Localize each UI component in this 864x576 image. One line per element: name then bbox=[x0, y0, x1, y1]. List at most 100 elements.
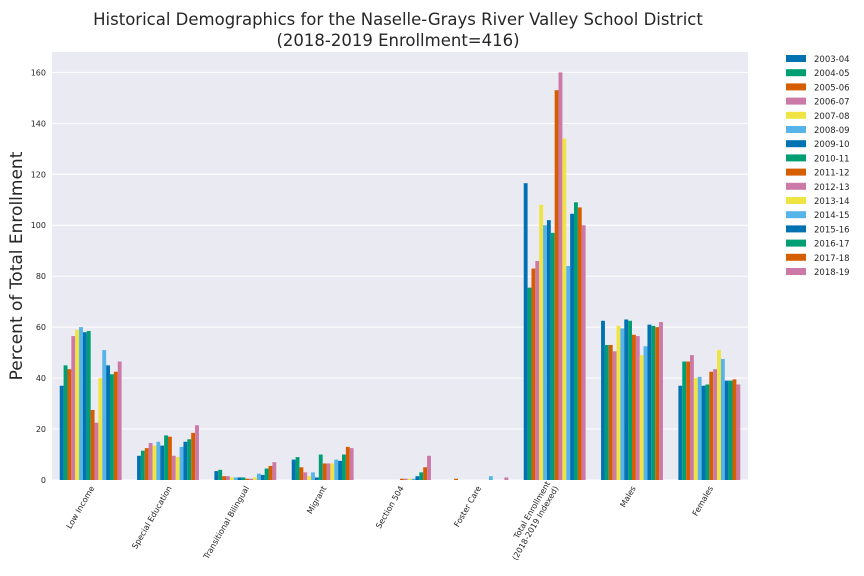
bar bbox=[229, 477, 234, 480]
bar bbox=[303, 472, 308, 480]
bar bbox=[342, 454, 346, 480]
bar bbox=[90, 409, 95, 480]
bar bbox=[191, 432, 196, 480]
bar bbox=[299, 467, 304, 480]
legend-swatch bbox=[786, 111, 806, 119]
legend-swatch bbox=[786, 182, 806, 190]
y-axis-label: Percent of Total Enrollment bbox=[7, 151, 27, 380]
bar bbox=[110, 374, 114, 480]
bar bbox=[736, 384, 741, 480]
legend-label: 2008-09 bbox=[814, 126, 850, 136]
y-tick-label: 120 bbox=[31, 170, 46, 179]
bar bbox=[86, 330, 91, 480]
y-tick-label: 60 bbox=[36, 323, 46, 332]
legend-swatch bbox=[786, 211, 806, 219]
bar bbox=[291, 459, 296, 480]
bar bbox=[253, 477, 257, 480]
x-tick-label: Migrant bbox=[305, 485, 328, 516]
bar bbox=[245, 478, 250, 480]
legend-label: 2018-19 bbox=[814, 268, 850, 278]
bar bbox=[601, 320, 605, 480]
x-tick-label: Foster Care bbox=[452, 484, 483, 528]
y-tick-label: 0 bbox=[41, 476, 46, 485]
bar bbox=[330, 463, 335, 480]
x-tick-label-line: Males bbox=[618, 485, 637, 510]
legend-swatch bbox=[786, 140, 806, 148]
bar bbox=[713, 369, 718, 480]
bar bbox=[709, 371, 714, 480]
bar bbox=[318, 454, 323, 480]
bar bbox=[214, 471, 219, 480]
bar bbox=[168, 436, 172, 480]
bar bbox=[415, 476, 420, 480]
bar bbox=[307, 476, 312, 480]
x-tick-label: Section 504 bbox=[374, 485, 406, 531]
legend-label: 2015-16 bbox=[814, 225, 850, 235]
bar bbox=[523, 183, 528, 480]
bar bbox=[628, 320, 632, 480]
chart-title-line-1: Historical Demographics for the Naselle-… bbox=[93, 10, 703, 29]
bar bbox=[682, 361, 687, 480]
y-tick-label: 80 bbox=[36, 272, 46, 281]
legend-label: 2009-10 bbox=[814, 140, 850, 150]
legend-label: 2004-05 bbox=[814, 69, 850, 79]
bar bbox=[338, 460, 342, 480]
bar bbox=[419, 472, 424, 480]
legend-label: 2011-12 bbox=[814, 169, 850, 179]
bar bbox=[94, 422, 99, 480]
bar bbox=[137, 455, 141, 480]
bar bbox=[612, 351, 617, 480]
x-tick-label: Males bbox=[618, 485, 637, 510]
bar bbox=[268, 465, 273, 480]
bar bbox=[345, 446, 350, 480]
legend-swatch bbox=[786, 268, 806, 275]
legend-label: 2013-14 bbox=[814, 197, 850, 207]
bar bbox=[527, 287, 532, 480]
bar bbox=[690, 355, 694, 480]
x-tick-label: Total Enrollment(2018-2019 Indexed) bbox=[511, 480, 561, 562]
bar bbox=[643, 346, 648, 480]
y-tick-label: 20 bbox=[36, 425, 46, 434]
legend-swatch bbox=[786, 239, 806, 247]
bar bbox=[117, 361, 122, 480]
bar bbox=[655, 327, 660, 480]
bar bbox=[400, 478, 404, 480]
bar bbox=[98, 378, 103, 480]
legend-label: 2005-06 bbox=[814, 83, 850, 93]
x-tick-label-line: Females bbox=[691, 485, 715, 518]
bar bbox=[175, 457, 180, 480]
bar bbox=[260, 474, 265, 480]
bar bbox=[639, 355, 644, 480]
bar bbox=[732, 379, 737, 480]
bar bbox=[454, 478, 458, 480]
bar bbox=[82, 332, 87, 480]
bar bbox=[616, 325, 621, 480]
bar bbox=[222, 476, 226, 480]
legend-label: 2010-11 bbox=[814, 154, 850, 164]
legend-swatch bbox=[786, 55, 806, 62]
bar bbox=[678, 385, 683, 480]
bar bbox=[651, 325, 656, 480]
bar bbox=[272, 462, 277, 480]
bar bbox=[620, 328, 625, 480]
bar bbox=[531, 268, 536, 480]
legend: 2003-04 2004-05 2005-06 2006-07 2007-08 2008-… bbox=[786, 55, 850, 278]
legend-label: 2007-08 bbox=[814, 112, 850, 122]
bar bbox=[550, 232, 555, 480]
bar bbox=[701, 385, 706, 480]
legend-swatch bbox=[786, 168, 806, 176]
bar bbox=[183, 441, 188, 480]
x-tick-label-line: Special Education bbox=[130, 485, 173, 551]
bar bbox=[256, 473, 261, 480]
legend-label: 2017-18 bbox=[814, 254, 850, 264]
bar bbox=[407, 478, 412, 480]
bar bbox=[693, 378, 698, 480]
legend-label: 2003-04 bbox=[814, 55, 850, 65]
bar bbox=[334, 459, 339, 480]
bar bbox=[562, 138, 567, 480]
y-tick-label: 160 bbox=[31, 68, 46, 77]
bar bbox=[144, 448, 149, 480]
x-tick-label: Females bbox=[691, 485, 715, 518]
bar bbox=[570, 213, 574, 480]
bar bbox=[535, 260, 540, 480]
